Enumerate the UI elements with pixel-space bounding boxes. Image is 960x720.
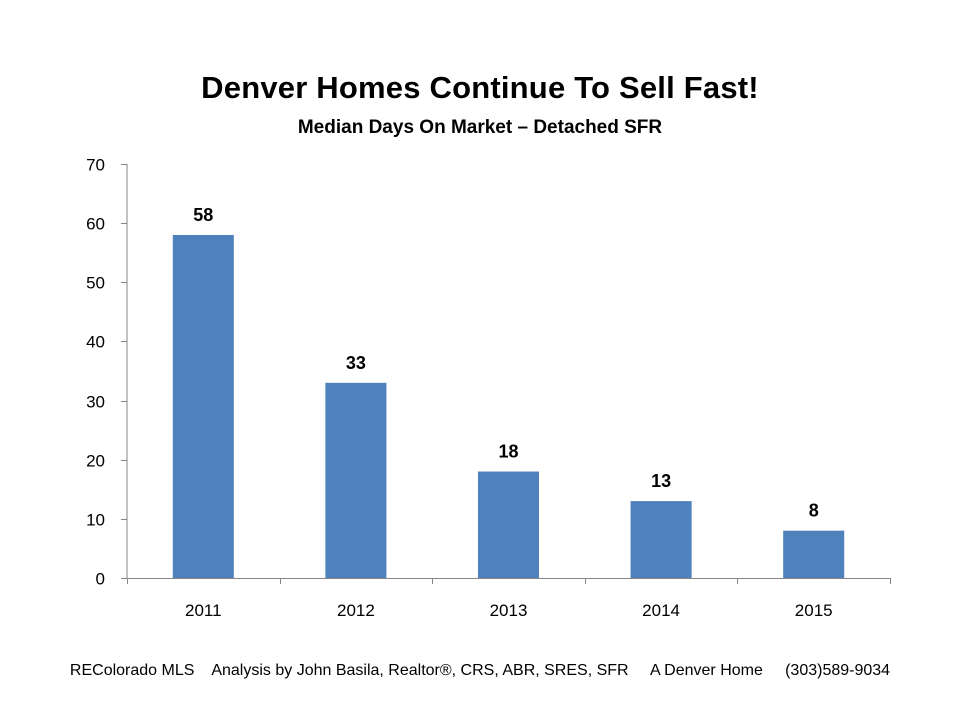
x-tick-label-2014: 2014	[642, 601, 680, 620]
y-tick-label: 50	[86, 274, 105, 293]
bar-2015	[783, 530, 845, 578]
x-tick-label-2011: 2011	[185, 601, 222, 620]
y-tick-label: 0	[96, 570, 105, 589]
data-label-2015: 8	[809, 501, 819, 521]
bar-2012	[325, 382, 387, 578]
footer-credit: REColorado MLS Analysis by John Basila, …	[69, 662, 891, 679]
data-label-2012: 33	[346, 353, 366, 373]
bar-2013	[477, 471, 540, 578]
data-label-2013: 18	[498, 442, 518, 462]
bar-2011	[172, 234, 234, 578]
data-label-2014: 13	[651, 471, 671, 491]
chart-title: Denver Homes Continue To Sell Fast!	[201, 70, 759, 105]
data-labels: 58 33 18 13 8	[193, 205, 818, 521]
x-axis: 2011 2012 2013 2014 2015	[127, 578, 891, 620]
y-tick-label: 20	[86, 452, 105, 471]
y-tick-label: 30	[86, 393, 105, 412]
bars	[172, 234, 845, 578]
y-tick-label: 40	[86, 333, 105, 352]
x-tick-label-2013: 2013	[490, 601, 528, 620]
y-tick-label: 10	[86, 511, 105, 530]
x-tick-label-2012: 2012	[337, 601, 375, 620]
x-tick-label-2015: 2015	[795, 601, 833, 620]
y-tick-label: 70	[86, 156, 105, 175]
data-label-2011: 58	[193, 205, 213, 225]
y-tick-label: 60	[86, 215, 105, 234]
y-axis: 0 10 20 30 40 50 60 70	[86, 156, 128, 589]
chart-subtitle: Median Days On Market – Detached SFR	[297, 117, 663, 138]
bar-2014	[630, 501, 692, 578]
